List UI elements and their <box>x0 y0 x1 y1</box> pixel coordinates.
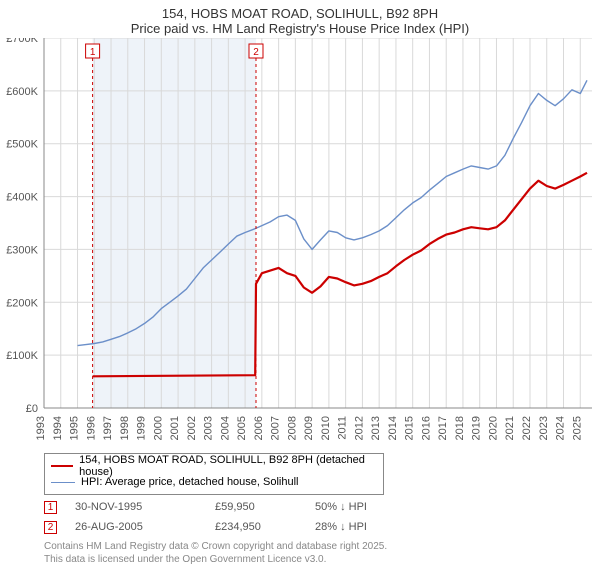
svg-text:2018: 2018 <box>454 416 466 440</box>
svg-text:£100K: £100K <box>6 350 38 362</box>
transaction-date: 30-NOV-1995 <box>75 501 215 513</box>
transaction-marker: 1 <box>44 501 57 514</box>
svg-text:2022: 2022 <box>521 416 533 440</box>
svg-text:2013: 2013 <box>370 416 382 440</box>
transaction-diff: 50% ↓ HPI <box>315 501 415 513</box>
title-block: 154, HOBS MOAT ROAD, SOLIHULL, B92 8PH P… <box>0 0 600 38</box>
transaction-diff: 28% ↓ HPI <box>315 521 415 533</box>
line-chart-svg: £0 £100K £200K £300K £400K £500K £600K £700K 199… <box>0 38 600 453</box>
transaction-row: 1 30-NOV-1995£59,95050% ↓ HPI <box>44 497 415 517</box>
svg-text:2016: 2016 <box>420 416 432 440</box>
legend-label: HPI: Average price, detached house, Soli… <box>81 476 299 488</box>
transaction-marker: 2 <box>44 521 57 534</box>
transaction-date: 26-AUG-2005 <box>75 521 215 533</box>
svg-text:1998: 1998 <box>119 416 131 440</box>
svg-text:1994: 1994 <box>52 416 64 440</box>
transaction-row: 2 26-AUG-2005£234,95028% ↓ HPI <box>44 517 415 537</box>
svg-text:£600K: £600K <box>6 86 38 98</box>
svg-text:2014: 2014 <box>387 416 399 440</box>
svg-text:2021: 2021 <box>504 416 516 440</box>
svg-text:2009: 2009 <box>303 416 315 440</box>
transaction-price: £59,950 <box>215 501 315 513</box>
legend-swatch <box>51 482 75 483</box>
svg-text:2019: 2019 <box>471 416 483 440</box>
svg-text:2015: 2015 <box>404 416 416 440</box>
transaction-price: £234,950 <box>215 521 315 533</box>
svg-text:2008: 2008 <box>286 416 298 440</box>
svg-text:2025: 2025 <box>571 416 583 440</box>
svg-text:1999: 1999 <box>136 416 148 440</box>
svg-text:2000: 2000 <box>152 416 164 440</box>
svg-text:2010: 2010 <box>320 416 332 440</box>
svg-text:£200K: £200K <box>6 297 38 309</box>
svg-text:1: 1 <box>90 47 96 58</box>
title-subtitle: Price paid vs. HM Land Registry's House … <box>0 21 600 36</box>
svg-text:1993: 1993 <box>35 416 47 440</box>
svg-text:2024: 2024 <box>555 416 567 440</box>
svg-text:1997: 1997 <box>102 416 114 440</box>
svg-text:2012: 2012 <box>353 416 365 440</box>
chart-container: 154, HOBS MOAT ROAD, SOLIHULL, B92 8PH P… <box>0 0 600 560</box>
svg-text:£400K: £400K <box>6 192 38 204</box>
legend-label: 154, HOBS MOAT ROAD, SOLIHULL, B92 8PH (… <box>79 454 377 478</box>
svg-text:2001: 2001 <box>169 416 181 440</box>
svg-text:£0: £0 <box>26 403 38 415</box>
svg-text:2017: 2017 <box>437 416 449 440</box>
svg-text:2002: 2002 <box>186 416 198 440</box>
footer-attribution: Contains HM Land Registry data © Crown c… <box>44 540 387 566</box>
svg-text:2011: 2011 <box>337 416 349 440</box>
legend-item: 154, HOBS MOAT ROAD, SOLIHULL, B92 8PH (… <box>51 458 377 474</box>
svg-text:2: 2 <box>253 47 259 58</box>
transactions-table: 1 30-NOV-1995£59,95050% ↓ HPI 2 26-AUG-2005… <box>44 497 415 537</box>
svg-text:£700K: £700K <box>6 38 38 45</box>
legend-box: 154, HOBS MOAT ROAD, SOLIHULL, B92 8PH (… <box>44 453 384 495</box>
svg-text:1995: 1995 <box>69 416 81 440</box>
svg-text:£300K: £300K <box>6 244 38 256</box>
svg-text:2023: 2023 <box>538 416 550 440</box>
title-address: 154, HOBS MOAT ROAD, SOLIHULL, B92 8PH <box>0 6 600 21</box>
svg-text:2003: 2003 <box>203 416 215 440</box>
svg-text:2005: 2005 <box>236 416 248 440</box>
svg-text:£500K: £500K <box>6 139 38 151</box>
chart-area: £0 £100K £200K £300K £400K £500K £600K £700K 199… <box>0 38 600 453</box>
svg-text:1996: 1996 <box>85 416 97 440</box>
svg-text:2004: 2004 <box>219 416 231 440</box>
legend-swatch <box>51 465 73 467</box>
footer-line1: Contains HM Land Registry data © Crown c… <box>44 540 387 553</box>
svg-text:2007: 2007 <box>270 416 282 440</box>
svg-text:2006: 2006 <box>253 416 265 440</box>
svg-text:2020: 2020 <box>487 416 499 440</box>
